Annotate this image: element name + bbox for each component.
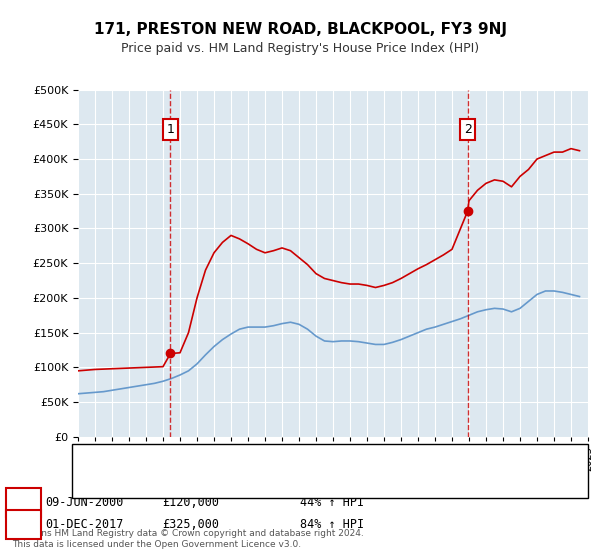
Text: £120,000: £120,000 [162,496,219,509]
Text: 2: 2 [19,518,28,531]
Text: 2: 2 [464,123,472,136]
Text: 1: 1 [167,123,175,136]
Text: 01-DEC-2017: 01-DEC-2017 [45,518,124,531]
Text: ——: —— [90,454,118,468]
Text: ——: —— [90,470,118,484]
Text: 1: 1 [19,496,28,509]
Text: 44% ↑ HPI: 44% ↑ HPI [300,496,364,509]
Text: 171, PRESTON NEW ROAD, BLACKPOOL, FY3 9NJ: 171, PRESTON NEW ROAD, BLACKPOOL, FY3 9N… [94,22,506,38]
Text: 171, PRESTON NEW ROAD, BLACKPOOL, FY3 9NJ (detached house): 171, PRESTON NEW ROAD, BLACKPOOL, FY3 9N… [117,456,464,466]
Text: 09-JUN-2000: 09-JUN-2000 [45,496,124,509]
Text: Contains HM Land Registry data © Crown copyright and database right 2024.
This d: Contains HM Land Registry data © Crown c… [12,529,364,549]
Text: £325,000: £325,000 [162,518,219,531]
Text: 84% ↑ HPI: 84% ↑ HPI [300,518,364,531]
Text: HPI: Average price, detached house, Blackpool: HPI: Average price, detached house, Blac… [117,473,361,483]
Text: Price paid vs. HM Land Registry's House Price Index (HPI): Price paid vs. HM Land Registry's House … [121,42,479,55]
